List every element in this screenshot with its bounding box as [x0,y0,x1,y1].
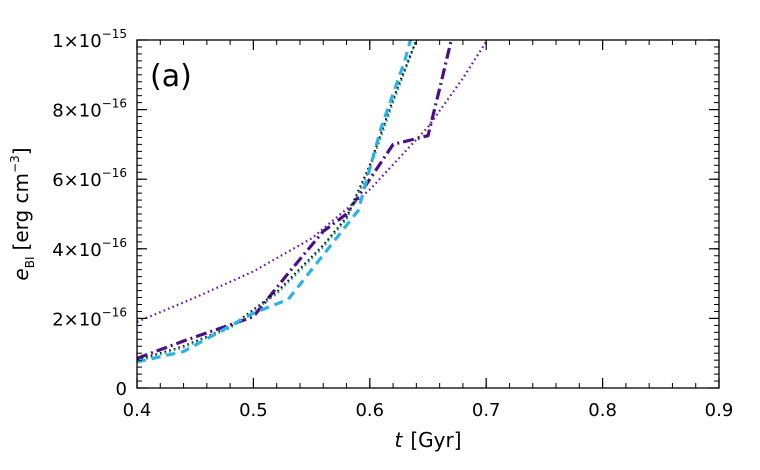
series-line-dashdot-purple [137,40,453,360]
x-axis-title: t [Gyr] [394,428,461,452]
x-axis-unit: [Gyr] [410,428,461,452]
y-axis-unit-open: [erg cm [9,173,33,251]
x-tick-label: 0.7 [472,400,501,421]
y-tick-label: 6×10−16 [52,166,127,191]
y-axis-unit-exponent: −3 [8,155,22,173]
y-tick-label: 2×10−16 [52,305,127,330]
y-axis-title: eBI [erg cm−3] [8,147,37,280]
y-tick-label: 4×10−16 [52,236,127,261]
axis-ticks-group [136,39,720,389]
panel-label: (a) [150,59,192,94]
y-tick-label: 1×10−15 [52,27,127,52]
y-axis-subscript: BI [23,256,37,268]
x-tick-label: 0.8 [588,400,617,421]
y-axis-variable: e [9,268,33,280]
plot-frame [136,39,720,389]
y-tick-labels: 0 2×10−16 4×10−16 6×10−16 8×10−16 1×10−15 [52,27,127,400]
series-line-dotted-teal [137,40,418,363]
y-axis-unit-close: ] [9,147,33,155]
x-tick-label: 0.5 [239,400,268,421]
y-tick-label: 0 [116,379,127,400]
data-series-group [137,40,488,364]
x-tick-label: 0.9 [705,400,734,421]
x-tick-labels: 0.4 0.5 0.6 0.7 0.8 0.9 [123,400,734,421]
series-line-dashed-cyan [137,40,413,364]
x-axis-variable: t [394,428,403,452]
x-tick-label: 0.4 [123,400,152,421]
x-tick-label: 0.6 [355,400,384,421]
y-tick-label: 8×10−16 [52,97,127,122]
series-line-dotted-purple [137,41,488,323]
